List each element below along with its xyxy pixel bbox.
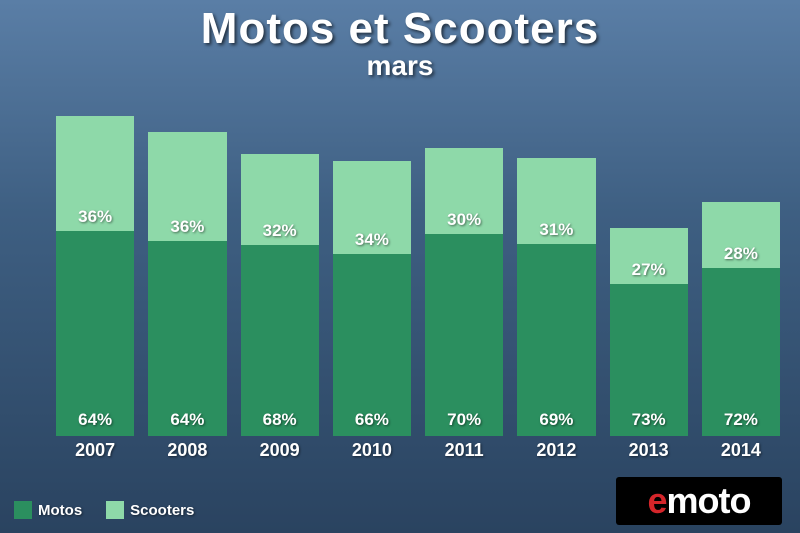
segment-label-scooters: 27% [610,260,688,280]
year-label: 2010 [333,440,411,461]
year-label: 2009 [241,440,319,461]
bar-stack: 36% 64% [56,116,134,436]
segment-label-motos: 64% [148,410,226,430]
logo-rest: moto [667,483,751,519]
bar-stack: 27% 73% [610,116,688,436]
legend-label-motos: Motos [38,502,82,519]
bar-segment-scooters: 32% [241,154,319,244]
legend: Motos Scooters [14,501,194,519]
bar-column: 31% 69% 2012 [517,116,595,461]
bar-stack: 34% 66% [333,116,411,436]
bar-stack: 36% 64% [148,116,226,436]
legend-item-motos: Motos [14,501,82,519]
bar-segment-motos: 64% [56,231,134,436]
bar-segment-scooters: 36% [148,132,226,241]
bar-segment-motos: 66% [333,254,411,436]
segment-label-motos: 68% [241,410,319,430]
year-label: 2011 [425,440,503,461]
bar-stack: 28% 72% [702,116,780,436]
bar-segment-motos: 70% [425,234,503,436]
bar-segment-motos: 64% [148,241,226,436]
bar-stack: 31% 69% [517,116,595,436]
logo-badge: emoto [616,477,782,525]
segment-label-motos: 73% [610,410,688,430]
segment-label-scooters: 30% [425,210,503,230]
bar-segment-motos: 68% [241,245,319,436]
logo-prefix: e [647,483,666,519]
segment-label-motos: 70% [425,410,503,430]
bar-segment-motos: 72% [702,268,780,436]
segment-label-scooters: 36% [148,217,226,237]
bar-segment-motos: 73% [610,284,688,436]
bar-segment-scooters: 27% [610,228,688,284]
year-label: 2014 [702,440,780,461]
bar-column: 28% 72% 2014 [702,116,780,461]
bar-segment-scooters: 34% [333,161,411,255]
bar-column: 30% 70% 2011 [425,116,503,461]
bar-column: 32% 68% 2009 [241,116,319,461]
bar-segment-motos: 69% [517,244,595,436]
legend-item-scooters: Scooters [106,501,194,519]
legend-swatch-scooters [106,501,124,519]
bar-column: 34% 66% 2010 [333,116,411,461]
segment-label-motos: 64% [56,410,134,430]
bar-column: 36% 64% 2008 [148,116,226,461]
segment-label-scooters: 36% [56,207,134,227]
segment-label-motos: 69% [517,410,595,430]
segment-label-motos: 72% [702,410,780,430]
legend-swatch-motos [14,501,32,519]
stacked-bar-chart: 36% 64% 2007 36% 64% 2008 32% 68% 2009 34% 66% 2010… [56,116,780,461]
year-label: 2012 [517,440,595,461]
year-label: 2013 [610,440,688,461]
segment-label-scooters: 34% [333,230,411,250]
segment-label-scooters: 28% [702,244,780,264]
segment-label-scooters: 32% [241,221,319,241]
bar-stack: 30% 70% [425,116,503,436]
logo-text: emoto [647,483,750,519]
bar-column: 36% 64% 2007 [56,116,134,461]
segment-label-scooters: 31% [517,220,595,240]
bar-segment-scooters: 30% [425,148,503,234]
bar-segment-scooters: 28% [702,202,780,267]
year-label: 2007 [56,440,134,461]
year-label: 2008 [148,440,226,461]
bar-segment-scooters: 31% [517,158,595,244]
bar-stack: 32% 68% [241,116,319,436]
bar-column: 27% 73% 2013 [610,116,688,461]
segment-label-motos: 66% [333,410,411,430]
chart-title: Motos et Scooters [0,6,800,52]
chart-subtitle: mars [0,50,800,82]
legend-label-scooters: Scooters [130,502,194,519]
bar-segment-scooters: 36% [56,116,134,231]
